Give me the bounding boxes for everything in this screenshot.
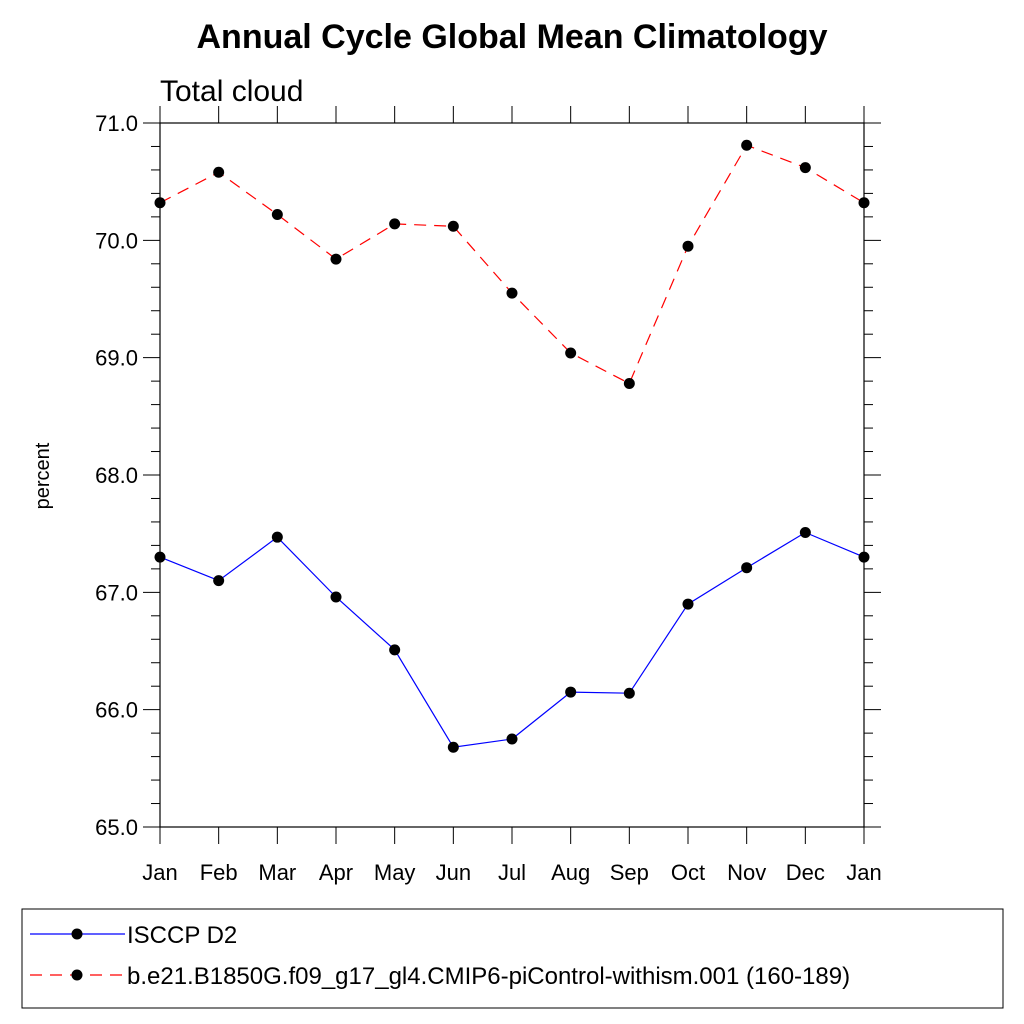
legend-marker-isccp [71,928,83,940]
y-tick-label: 71.0 [95,111,138,136]
x-tick-label: Sep [610,860,649,885]
data-point [506,287,518,299]
y-tick-label: 70.0 [95,228,138,253]
data-point [213,166,225,178]
data-point [271,209,283,221]
x-tick-label: Jun [436,860,471,885]
series-line-0 [159,531,865,748]
x-tick-label: Nov [727,860,766,885]
data-point [682,240,694,252]
data-point [741,139,753,151]
x-tick-label: Aug [551,860,590,885]
chart-title: Annual Cycle Global Mean Climatology [197,18,828,56]
data-point [799,526,811,538]
legend-marker-model [71,969,83,981]
y-tick-label: 67.0 [95,580,138,605]
data-point [741,562,753,574]
data-point [154,197,166,209]
data-point [389,218,401,230]
data-point [213,575,225,587]
x-tick-label: Feb [200,860,238,885]
data-point [565,686,577,698]
x-tick-label: Jul [498,860,526,885]
data-point [271,531,283,543]
y-tick-label: 69.0 [95,346,138,371]
data-point [858,197,870,209]
x-tick-label: Jan [142,860,177,885]
plot-frame [159,122,865,828]
x-tick-label: May [374,860,416,885]
legend-box [21,908,1004,1009]
data-point [330,591,342,603]
y-tick-label: 65.0 [95,815,138,840]
data-point [447,220,459,232]
series-layer [154,139,870,753]
data-point [858,551,870,563]
data-point [506,733,518,745]
data-point [447,741,459,753]
data-point [565,347,577,359]
data-point [623,377,635,389]
data-point [154,551,166,563]
y-tick-label: 68.0 [95,463,138,488]
chart-subtitle: Total cloud [160,75,303,108]
x-tick-label: Jan [846,860,881,885]
y-tick-label: 66.0 [95,698,138,723]
data-point [799,162,811,174]
y-axis-label: percent [32,442,54,509]
axis-ticks: 65.0 66.0 67.0 68.0 69.0 70.0 71.0 Jan Feb Mar Apr… [95,106,882,885]
legend: ISCCP D2 b.e21.B1850G.f09_g17_gl4.CMIP6-… [21,908,1004,1009]
x-tick-label: Mar [258,860,296,885]
data-point [389,644,401,656]
x-tick-label: Apr [319,860,353,885]
legend-label-isccp: ISCCP D2 [127,922,237,949]
x-tick-label: Dec [786,860,825,885]
data-point [330,253,342,265]
series-line-1 [159,144,865,385]
x-tick-label: Oct [671,860,705,885]
data-point [623,687,635,699]
legend-label-model: b.e21.B1850G.f09_g17_gl4.CMIP6-piControl… [127,963,850,990]
data-point [682,598,694,610]
